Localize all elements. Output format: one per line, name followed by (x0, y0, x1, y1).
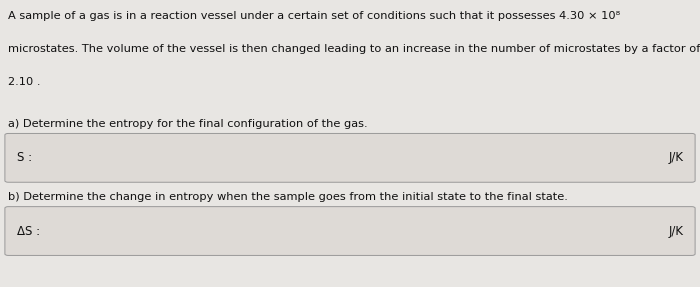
FancyBboxPatch shape (5, 207, 695, 255)
Text: ΔS :: ΔS : (17, 224, 40, 238)
Text: J/K: J/K (668, 224, 683, 238)
Text: 2.10 .: 2.10 . (8, 77, 41, 88)
Text: a) Determine the entropy for the final configuration of the gas.: a) Determine the entropy for the final c… (8, 119, 368, 129)
Text: microstates. The volume of the vessel is then changed leading to an increase in : microstates. The volume of the vessel is… (8, 44, 700, 55)
FancyBboxPatch shape (5, 133, 695, 182)
Text: S :: S : (17, 151, 32, 164)
Text: b) Determine the change in entropy when the sample goes from the initial state t: b) Determine the change in entropy when … (8, 192, 568, 202)
Text: A sample of a gas is in a reaction vessel under a certain set of conditions such: A sample of a gas is in a reaction vesse… (8, 11, 620, 22)
Text: J/K: J/K (668, 151, 683, 164)
